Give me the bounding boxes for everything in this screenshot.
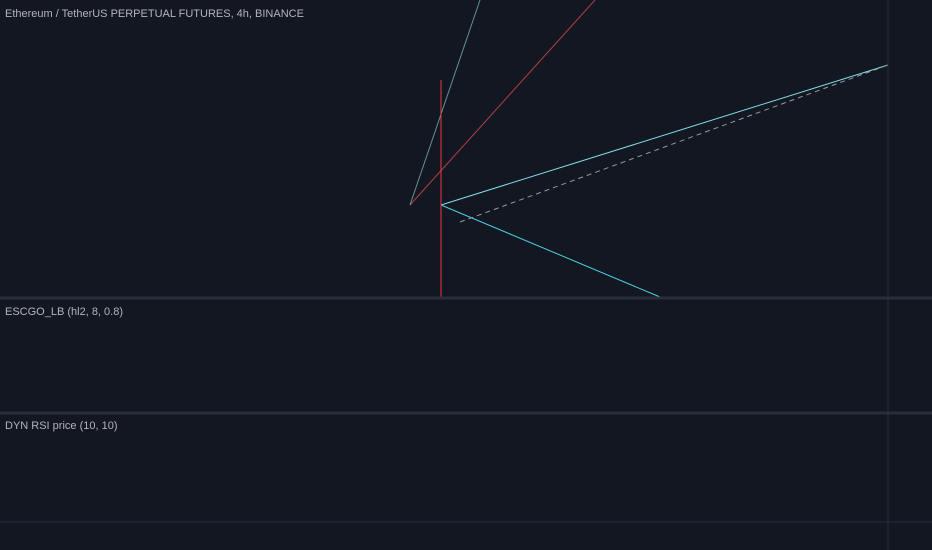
- trend-line: [459, 64, 889, 223]
- fan-line: [440, 204, 661, 298]
- fan-line: [440, 64, 889, 206]
- indicator-title: DYN RSI price (10, 10): [5, 420, 117, 432]
- price-axis-bg: [888, 0, 932, 550]
- indicator-title: ESCGO_LB (hl2, 8, 0.8): [5, 306, 123, 318]
- fan-line: [409, 0, 481, 206]
- drawings: [409, 0, 889, 298]
- chart-title: Ethereum / TetherUS PERPETUAL FUTURES, 4…: [5, 8, 304, 20]
